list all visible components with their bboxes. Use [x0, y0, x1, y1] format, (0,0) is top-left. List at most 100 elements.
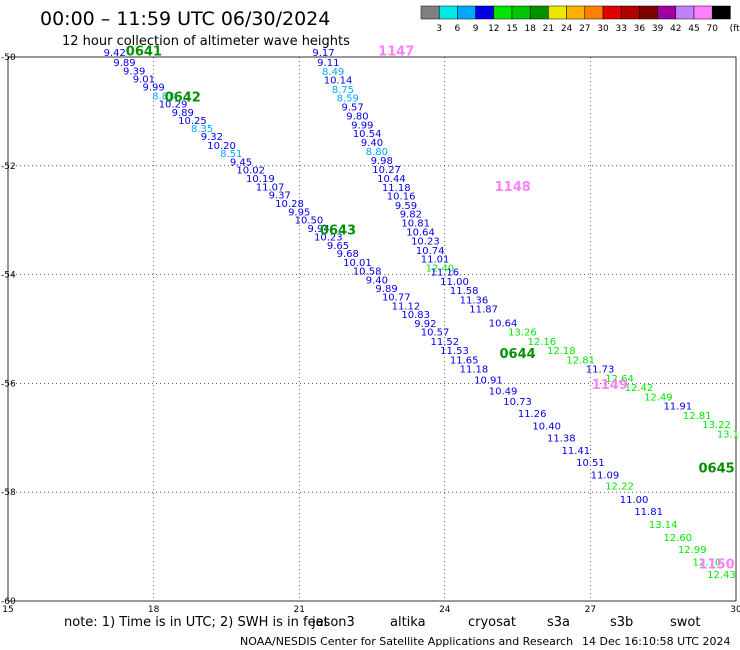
wave-height-point: 12.42	[625, 383, 654, 394]
wave-height-point: 12.99	[678, 545, 707, 556]
wave-height-point: 8.35	[191, 124, 213, 135]
wave-height-point: 8.80	[366, 147, 388, 158]
wave-height-point: 8.59	[337, 94, 359, 105]
wave-height-point: 9.40	[366, 275, 388, 286]
wave-height-point: 8.49	[322, 67, 344, 78]
wave-height-point: 12.70	[693, 558, 722, 569]
pass-label: 0642	[165, 91, 201, 106]
wave-height-point: 8.51	[220, 149, 242, 160]
wave-height-point: 10.29	[159, 100, 188, 111]
colorbar-label: 30	[597, 24, 609, 34]
pass-label: 1149	[592, 378, 628, 393]
wave-height-point: 10.49	[489, 386, 518, 397]
wave-height-point: 11.53	[440, 346, 469, 357]
colorbar-label: 45	[688, 24, 699, 34]
wave-height-point: 11.58	[450, 286, 479, 297]
wave-height-point: 11.81	[634, 507, 663, 518]
satellite-legend-item: altika	[390, 615, 426, 630]
axis-tick-labels: 15 18 21 24 27 30 -50 -52 -54 -56 -58 -60	[1, 53, 740, 615]
colorbar-swatch	[566, 5, 586, 20]
colorbar-label: 3	[436, 24, 442, 34]
plot-grid	[8, 57, 736, 601]
wave-height-point: 9.99	[142, 83, 164, 94]
wave-height-point: 9.39	[123, 66, 145, 77]
colorbar-swatch	[620, 5, 640, 20]
x-tick-label: 18	[148, 605, 160, 615]
satellite-legend-item: s3a	[547, 615, 570, 630]
wave-height-point: 11.87	[469, 305, 498, 316]
colorbar-label: 39	[652, 24, 664, 34]
pass-label: 1147	[378, 44, 414, 59]
note-text: note: 1) Time is in UTC; 2) SWH is in fe…	[64, 615, 329, 630]
wave-height-point: 11.36	[460, 295, 489, 306]
wave-height-point: 9.99	[351, 120, 373, 131]
colorbar-swatch	[639, 5, 658, 20]
wave-height-point: 13.22	[702, 420, 731, 431]
colorbar-label: 24	[561, 24, 573, 34]
satellite-legend: jason3 altika cryosat s3a s3b swot	[311, 615, 700, 630]
satellite-legend-item: jason3	[311, 615, 355, 630]
colorbar-swatch	[657, 5, 677, 20]
wave-height-point: 9.89	[113, 58, 135, 69]
wave-height-point: 10.25	[178, 116, 207, 127]
wave-height-point: 11.52	[430, 337, 459, 348]
wave-height-point: 10.16	[387, 192, 416, 203]
satellite-legend-item: swot	[670, 615, 700, 630]
pass-label: 0644	[500, 347, 536, 362]
wave-height-point: 9.32	[201, 132, 223, 143]
y-tick-label: -50	[1, 53, 16, 63]
wave-height-point: 11.00	[440, 277, 469, 288]
wave-height-point: 9.65	[327, 241, 349, 252]
colorbar-label: 33	[615, 24, 626, 34]
wave-height-point: 11.16	[430, 268, 459, 279]
wave-height-point: 12.22	[605, 481, 634, 492]
colorbar-swatch	[420, 5, 440, 20]
chart-title: 00:00 – 11:59 UTC 06/30/2024	[40, 8, 330, 30]
wave-height-point: 11.91	[663, 402, 692, 413]
wave-height-point: 12.40	[426, 263, 455, 274]
wave-height-point: 11.18	[382, 183, 411, 194]
colorbar-label: 27	[579, 24, 590, 34]
wave-height-point: 10.83	[401, 310, 430, 321]
colorbar-label: 6	[455, 24, 461, 34]
footer-timestamp: 14 Dec 16:10:58 UTC 2024	[582, 635, 730, 648]
colorbar-label: 70	[706, 24, 718, 34]
y-tick-label: -58	[1, 488, 16, 498]
wave-height-point: 9.89	[172, 108, 194, 119]
wave-height-point: 9.45	[230, 157, 252, 168]
wave-height-point: 9.40	[361, 138, 383, 149]
wave-height-point: 10.64	[406, 227, 435, 238]
wave-height-point: 9.98	[371, 156, 393, 167]
y-tick-label: -56	[1, 379, 16, 389]
wave-height-point: 11.07	[256, 182, 285, 193]
wave-height-point: 10.73	[503, 397, 532, 408]
colorbar-label: 42	[670, 24, 681, 34]
pass-label: 0641	[126, 44, 162, 59]
wave-height-point: 10.77	[382, 293, 411, 304]
pass-labels: 0641 0642 0643 0644 0645 1147 1148 1149 1150	[126, 44, 735, 572]
wave-height-point: 9.59	[395, 201, 417, 212]
x-tick-label: 21	[293, 605, 304, 615]
wave-height-point: 11.38	[547, 434, 576, 445]
wave-height-point: 9.82	[400, 209, 422, 220]
wave-height-point: 9.89	[375, 284, 397, 295]
colorbar-label: 9	[473, 24, 479, 34]
colorbar-swatch	[602, 5, 622, 20]
wave-height-point: 13.17	[717, 429, 740, 440]
wave-height-point: 10.20	[207, 141, 236, 152]
wave-height-point: 9.68	[337, 249, 359, 260]
wave-height-point: 9.80	[346, 112, 368, 123]
wave-height-point: 10.14	[324, 76, 353, 87]
wave-height-point: 10.74	[416, 246, 445, 257]
colorbar-swatch	[693, 5, 713, 20]
wave-height-point: 10.51	[576, 458, 605, 469]
wave-height-point: 9.37	[269, 190, 291, 201]
colorbar-swatch	[529, 5, 549, 20]
wave-height-point: 11.01	[421, 255, 450, 266]
wave-height-point: 11.41	[562, 446, 591, 457]
y-tick-label: -60	[1, 597, 16, 607]
wave-height-point: 9.01	[133, 75, 155, 86]
wave-height-point: 10.23	[314, 232, 343, 243]
wave-height-point: 10.01	[343, 258, 372, 269]
